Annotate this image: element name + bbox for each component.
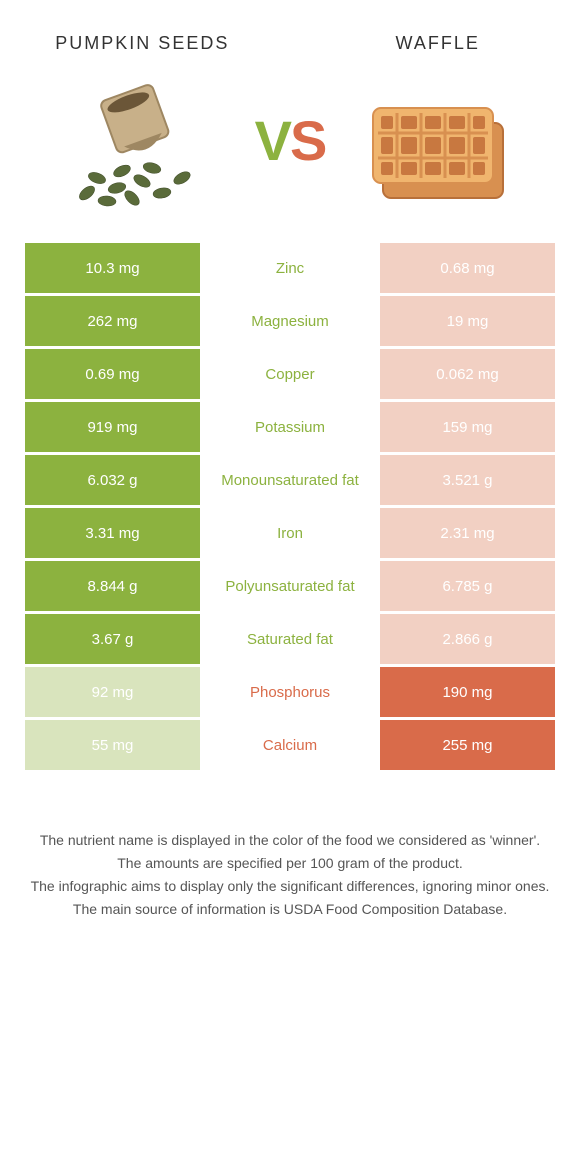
table-row: 919 mgPotassium159 mg bbox=[25, 402, 555, 452]
cell-left-value: 0.69 mg bbox=[25, 349, 200, 399]
header: Pumpkin seeds bbox=[0, 0, 580, 223]
cell-left-value: 919 mg bbox=[25, 402, 200, 452]
cell-right-value: 0.68 mg bbox=[380, 243, 555, 293]
vs-v: V bbox=[255, 109, 290, 172]
table-row: 262 mgMagnesium19 mg bbox=[25, 296, 555, 346]
cell-nutrient-name: Potassium bbox=[203, 402, 377, 452]
table-row: 8.844 gPolyunsaturated fat6.785 g bbox=[25, 561, 555, 611]
vs-label: VS bbox=[245, 108, 336, 173]
cell-right-value: 0.062 mg bbox=[380, 349, 555, 399]
food-left-title: Pumpkin seeds bbox=[55, 20, 229, 68]
food-left-column: Pumpkin seeds bbox=[40, 20, 245, 213]
food-right-image bbox=[358, 83, 518, 213]
food-right-title: Waffle bbox=[396, 20, 480, 68]
table-row: 3.67 gSaturated fat2.866 g bbox=[25, 614, 555, 664]
cell-left-value: 6.032 g bbox=[25, 455, 200, 505]
table-row: 92 mgPhosphorus190 mg bbox=[25, 667, 555, 717]
cell-nutrient-name: Polyunsaturated fat bbox=[203, 561, 377, 611]
cell-right-value: 19 mg bbox=[380, 296, 555, 346]
cell-nutrient-name: Magnesium bbox=[203, 296, 377, 346]
cell-right-value: 2.31 mg bbox=[380, 508, 555, 558]
cell-left-value: 8.844 g bbox=[25, 561, 200, 611]
table-row: 6.032 gMonounsaturated fat3.521 g bbox=[25, 455, 555, 505]
cell-right-value: 6.785 g bbox=[380, 561, 555, 611]
vs-s: S bbox=[290, 109, 325, 172]
food-right-column: Waffle bbox=[335, 20, 540, 213]
footnotes: The nutrient name is displayed in the co… bbox=[0, 770, 580, 920]
footnote-line: The infographic aims to display only the… bbox=[30, 876, 550, 897]
table-row: 55 mgCalcium255 mg bbox=[25, 720, 555, 770]
cell-nutrient-name: Phosphorus bbox=[203, 667, 377, 717]
footnote-line: The main source of information is USDA F… bbox=[30, 899, 550, 920]
cell-nutrient-name: Copper bbox=[203, 349, 377, 399]
comparison-table: 10.3 mgZinc0.68 mg262 mgMagnesium19 mg0.… bbox=[0, 223, 580, 770]
table-row: 10.3 mgZinc0.68 mg bbox=[25, 243, 555, 293]
cell-right-value: 3.521 g bbox=[380, 455, 555, 505]
cell-nutrient-name: Saturated fat bbox=[203, 614, 377, 664]
cell-right-value: 2.866 g bbox=[380, 614, 555, 664]
cell-nutrient-name: Calcium bbox=[203, 720, 377, 770]
cell-left-value: 262 mg bbox=[25, 296, 200, 346]
table-row: 3.31 mgIron2.31 mg bbox=[25, 508, 555, 558]
footnote-line: The amounts are specified per 100 gram o… bbox=[30, 853, 550, 874]
cell-left-value: 3.31 mg bbox=[25, 508, 200, 558]
pumpkin-seeds-icon bbox=[62, 83, 222, 213]
cell-right-value: 255 mg bbox=[380, 720, 555, 770]
table-row: 0.69 mgCopper0.062 mg bbox=[25, 349, 555, 399]
cell-nutrient-name: Iron bbox=[203, 508, 377, 558]
cell-right-value: 159 mg bbox=[380, 402, 555, 452]
cell-left-value: 3.67 g bbox=[25, 614, 200, 664]
cell-nutrient-name: Zinc bbox=[203, 243, 377, 293]
footnote-line: The nutrient name is displayed in the co… bbox=[30, 830, 550, 851]
cell-nutrient-name: Monounsaturated fat bbox=[203, 455, 377, 505]
cell-left-value: 10.3 mg bbox=[25, 243, 200, 293]
food-left-image bbox=[62, 83, 222, 213]
cell-right-value: 190 mg bbox=[380, 667, 555, 717]
waffle-icon bbox=[358, 83, 518, 213]
cell-left-value: 55 mg bbox=[25, 720, 200, 770]
cell-left-value: 92 mg bbox=[25, 667, 200, 717]
